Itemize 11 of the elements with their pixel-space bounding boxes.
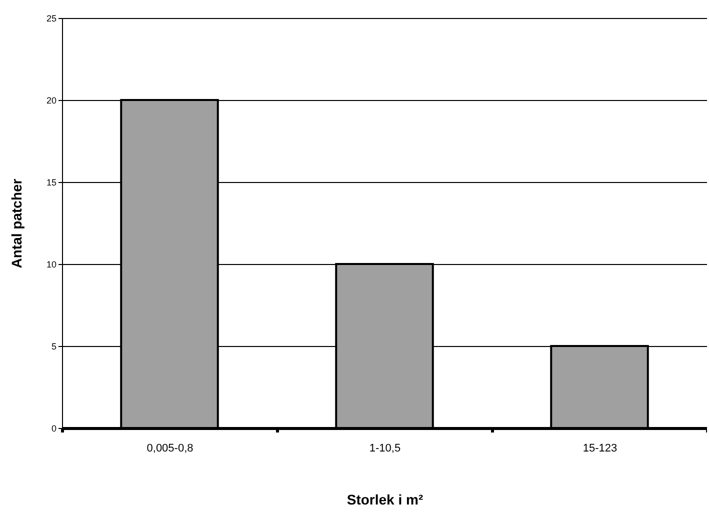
x-tick-label: 15-123: [582, 442, 618, 454]
y-tick-label: 5: [51, 342, 56, 352]
y-axis-title: Antal patcher: [8, 178, 24, 268]
y-tick-label: 25: [46, 14, 56, 24]
x-axis-title: Storlek i m²: [346, 492, 424, 508]
y-tick-label: 0: [51, 424, 56, 434]
y-tick-label: 20: [46, 96, 56, 106]
y-tick-label: 10: [46, 260, 56, 270]
y-tick-label: 15: [46, 178, 56, 188]
x-tick-label: 0,005-0,8: [146, 442, 194, 454]
x-tick-label: 1-10,5: [369, 442, 401, 454]
